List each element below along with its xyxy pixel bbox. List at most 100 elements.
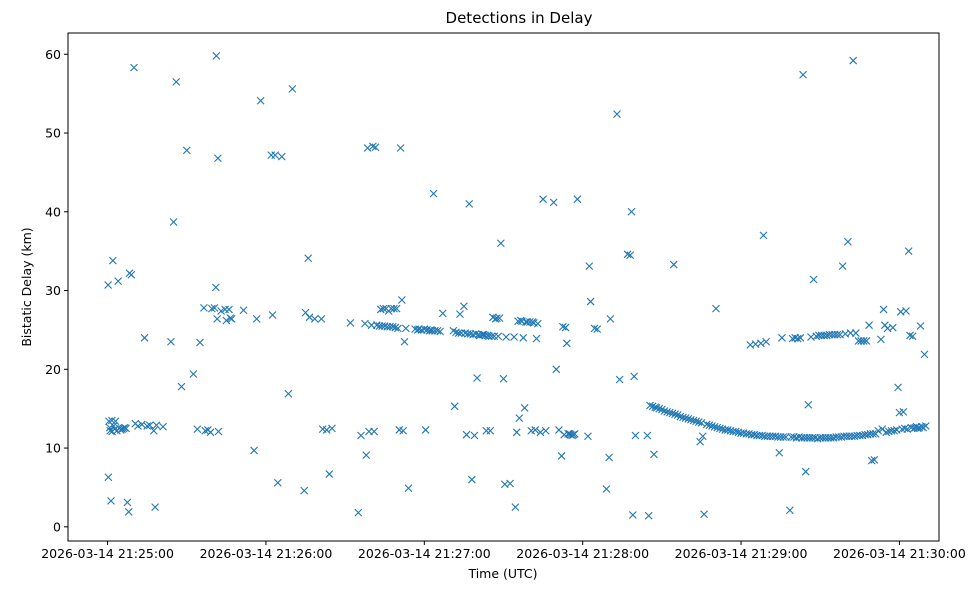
data-point bbox=[796, 333, 805, 342]
data-point bbox=[900, 424, 909, 433]
data-point bbox=[127, 270, 136, 279]
data-point bbox=[908, 332, 917, 341]
data-point bbox=[665, 408, 674, 417]
data-point bbox=[454, 329, 463, 337]
data-point bbox=[436, 327, 445, 336]
data-point bbox=[114, 277, 123, 285]
data-point bbox=[494, 332, 503, 341]
data-point bbox=[799, 70, 807, 79]
data-point bbox=[159, 422, 167, 431]
data-point bbox=[268, 311, 277, 319]
x-tick-label: 2026-03-14 21:25:00 bbox=[41, 546, 174, 561]
data-point bbox=[189, 370, 198, 378]
data-point bbox=[465, 200, 474, 208]
data-point bbox=[533, 319, 542, 328]
data-point bbox=[130, 63, 138, 72]
data-point bbox=[785, 506, 794, 515]
data-point bbox=[684, 415, 693, 423]
data-point bbox=[499, 374, 508, 383]
y-tick-label: 30 bbox=[45, 283, 61, 298]
data-point bbox=[134, 422, 142, 430]
data-point bbox=[106, 426, 115, 435]
data-point bbox=[214, 154, 222, 163]
plot-frame bbox=[67, 32, 940, 542]
data-point bbox=[631, 431, 640, 440]
data-point bbox=[859, 337, 868, 345]
data-point bbox=[123, 498, 132, 507]
data-point bbox=[222, 316, 231, 325]
data-point bbox=[809, 275, 818, 284]
data-point bbox=[710, 422, 719, 431]
data-point bbox=[700, 510, 708, 519]
data-point bbox=[515, 414, 524, 423]
data-point bbox=[613, 110, 621, 119]
data-point bbox=[627, 207, 636, 216]
data-point bbox=[213, 315, 222, 323]
data-point bbox=[921, 422, 930, 430]
data-point bbox=[124, 507, 133, 516]
data-point bbox=[250, 446, 258, 455]
data-point bbox=[361, 319, 369, 328]
data-point bbox=[890, 426, 899, 435]
data-point bbox=[273, 478, 282, 487]
data-point bbox=[370, 427, 379, 436]
data-point bbox=[862, 337, 871, 345]
data-point bbox=[145, 421, 154, 430]
data-point bbox=[671, 410, 679, 419]
data-point bbox=[660, 407, 669, 415]
data-point bbox=[399, 426, 408, 435]
x-tick-label: 2026-03-14 21:29:00 bbox=[675, 546, 808, 561]
data-point bbox=[906, 331, 914, 340]
data-point bbox=[328, 424, 336, 433]
data-point bbox=[104, 473, 113, 482]
data-point bbox=[652, 404, 661, 412]
data-point bbox=[196, 338, 204, 347]
data-point bbox=[495, 314, 504, 322]
data-point bbox=[511, 503, 520, 512]
data-point bbox=[288, 85, 297, 93]
data-point bbox=[903, 425, 912, 434]
y-axis: 0 10 20 30 40 50 60 bbox=[45, 47, 68, 534]
data-point bbox=[650, 450, 658, 459]
data-point bbox=[697, 418, 706, 427]
data-point bbox=[456, 310, 464, 319]
data-point bbox=[669, 260, 678, 269]
data-point bbox=[849, 56, 858, 65]
data-point bbox=[520, 404, 529, 412]
data-point bbox=[227, 315, 236, 323]
data-point bbox=[207, 304, 216, 313]
data-point bbox=[833, 330, 842, 339]
x-axis: 2026-03-14 21:25:00 2026-03-14 21:26:00 20… bbox=[41, 541, 966, 561]
data-point bbox=[151, 503, 159, 512]
data-point bbox=[217, 307, 225, 315]
data-point bbox=[140, 333, 149, 342]
data-point bbox=[692, 417, 701, 426]
data-point bbox=[371, 143, 380, 152]
data-point bbox=[646, 401, 654, 410]
data-point bbox=[713, 423, 722, 432]
data-point bbox=[779, 433, 788, 441]
x-tick-label: 2026-03-14 21:30:00 bbox=[833, 546, 966, 561]
data-point bbox=[211, 283, 220, 292]
data-point bbox=[865, 321, 873, 330]
data-point bbox=[252, 315, 261, 323]
data-point bbox=[394, 324, 402, 333]
data-point bbox=[401, 324, 410, 333]
data-point bbox=[716, 424, 724, 433]
data-point bbox=[239, 306, 248, 315]
data-point bbox=[793, 334, 802, 343]
data-point bbox=[687, 415, 695, 424]
data-point bbox=[696, 437, 705, 446]
data-point bbox=[450, 402, 459, 411]
data-point bbox=[167, 337, 175, 346]
y-tick-label: 60 bbox=[45, 47, 61, 62]
data-point bbox=[681, 414, 690, 423]
data-point bbox=[149, 426, 158, 435]
data-point bbox=[759, 231, 768, 240]
data-point bbox=[300, 486, 309, 495]
data-point bbox=[487, 332, 496, 341]
data-point bbox=[519, 333, 528, 342]
data-point bbox=[870, 455, 879, 464]
x-axis-label: Time (UTC) bbox=[467, 566, 537, 581]
